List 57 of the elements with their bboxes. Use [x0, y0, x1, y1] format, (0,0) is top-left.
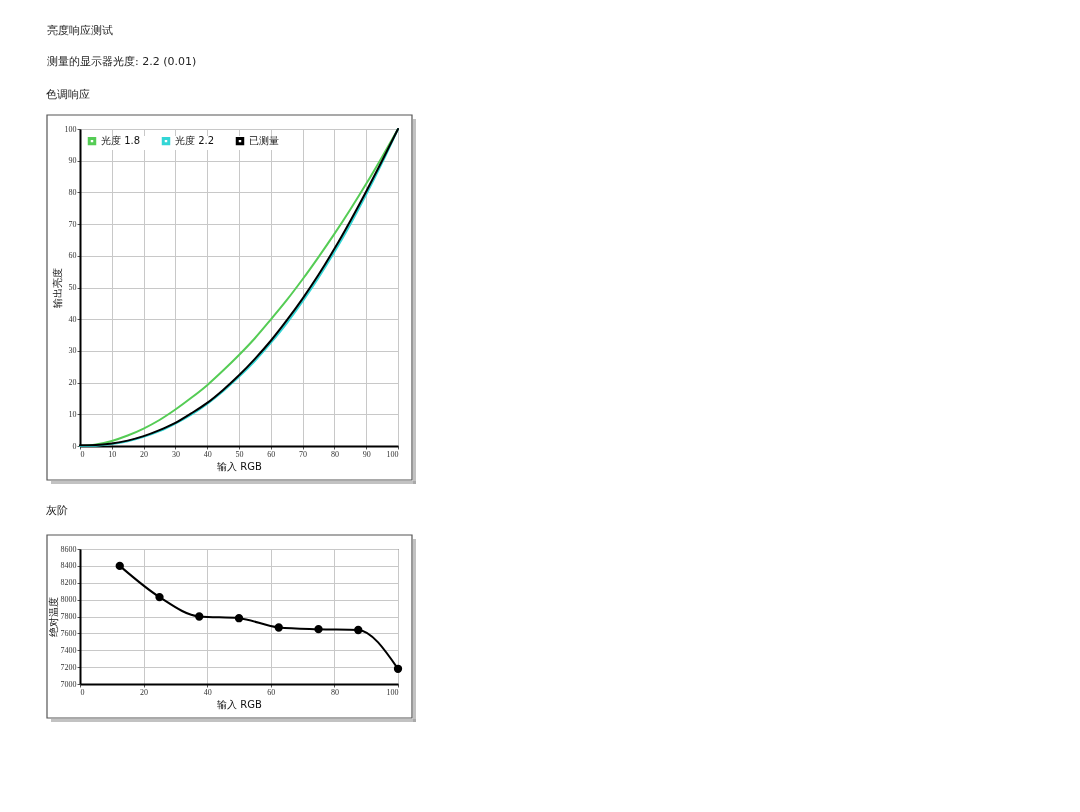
y-tick-label: 70 — [68, 219, 77, 229]
point — [393, 664, 403, 673]
y-tick-label: 100 — [64, 124, 77, 134]
point — [115, 561, 124, 571]
y-tick-label: 40 — [68, 314, 77, 324]
chart-title: 灰阶 — [46, 504, 69, 518]
y-tick-label: 30 — [68, 346, 77, 356]
point — [234, 614, 244, 623]
x-tick-label: 20 — [140, 449, 149, 459]
x-tick-label: 30 — [171, 449, 180, 459]
x-tick-label: 100 — [386, 687, 399, 697]
text: 亮度响应测试 — [47, 24, 113, 37]
x-tick-label: 100 — [386, 449, 399, 459]
x-tick-label: 40 — [203, 449, 212, 459]
point — [195, 612, 204, 621]
point — [314, 625, 323, 634]
y-tick-label: 7000 — [60, 679, 77, 689]
x-tick-label: 60 — [267, 687, 276, 697]
y-tick-label: 8200 — [60, 578, 77, 588]
y-tick-label: 7200 — [60, 662, 77, 672]
x-tick-label: 70 — [299, 449, 308, 459]
chart-title: 色调响应 — [46, 88, 91, 101]
x-tick-label: 40 — [203, 687, 212, 697]
x-tick-label: 80 — [330, 449, 339, 459]
y-axis-title: 输出亮度 — [51, 268, 63, 308]
y-tick-label: 0 — [72, 441, 77, 451]
x-tick-label: 80 — [330, 687, 339, 697]
y-tick-label: 7400 — [60, 645, 77, 655]
x-axis-title: 输入 RGB — [217, 698, 262, 710]
y-tick-label: 90 — [68, 156, 77, 166]
legend-label: 已测量 — [249, 135, 279, 147]
y-tick-label: 10 — [68, 409, 77, 419]
x-tick-label: 50 — [235, 449, 244, 459]
text: 测量的显示器光度: 2.2 (0.01) — [47, 55, 197, 68]
point — [155, 592, 164, 602]
y-tick-label: 8600 — [60, 544, 77, 554]
y-tick-label: 7600 — [60, 628, 77, 638]
x-tick-label: 90 — [362, 449, 371, 459]
y-tick-label: 7800 — [60, 612, 77, 621]
x-tick-label: 10 — [108, 449, 117, 459]
y-tick-label: 50 — [68, 283, 77, 292]
y-tick-label: 60 — [68, 251, 77, 261]
legend-label: 光度 2.2 — [175, 135, 215, 147]
point — [274, 623, 283, 632]
x-tick-label: 20 — [140, 687, 149, 697]
y-tick-label: 20 — [68, 378, 77, 388]
y-tick-label: 8400 — [60, 561, 77, 571]
x-tick-label: 60 — [267, 449, 276, 459]
x-tick-label: 0 — [80, 449, 85, 459]
x-axis-title: 输入 RGB — [217, 460, 262, 472]
legend-label: 光度 1.8 — [101, 135, 141, 147]
y-tick-label: 80 — [68, 187, 77, 197]
point — [354, 625, 363, 635]
line-series — [79, 128, 399, 447]
y-axis-title: 绝对温度 — [47, 597, 59, 637]
y-tick-label: 8000 — [60, 595, 77, 605]
x-tick-label: 0 — [80, 687, 85, 697]
